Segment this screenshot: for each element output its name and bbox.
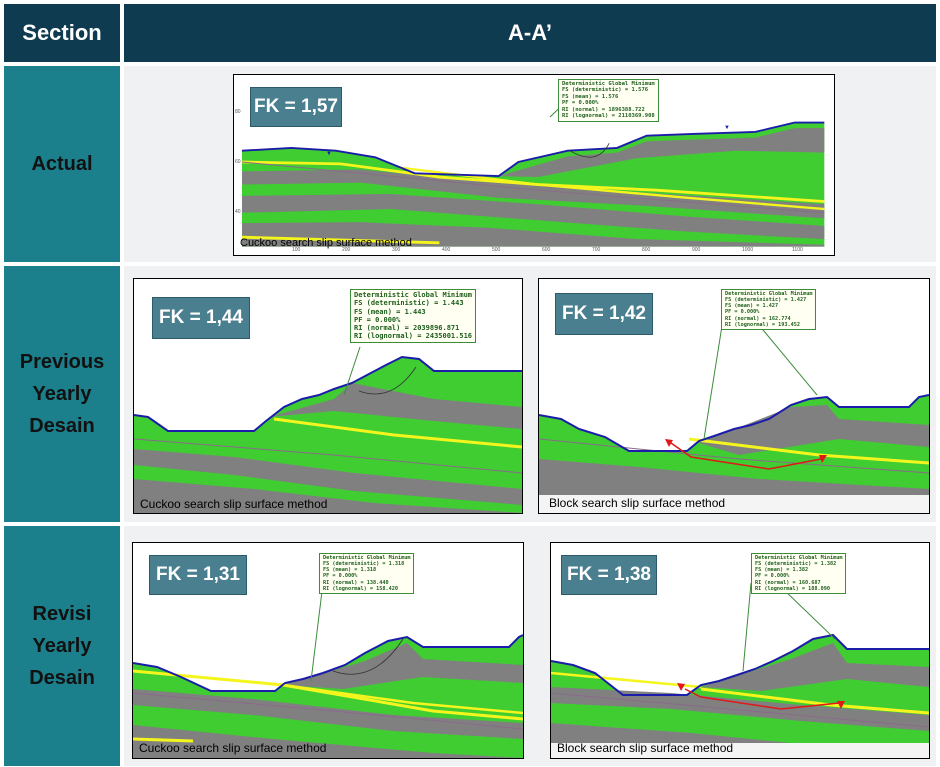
info-line: FS (mean) = 1.576 xyxy=(562,93,619,100)
fk-value-box: FK = 1,31 xyxy=(149,555,247,595)
info-line: RI (normal) = 162.774 xyxy=(725,315,791,322)
row-label-line: Revisi xyxy=(32,603,92,625)
info-line: RI (lognormal) = 188.090 xyxy=(755,585,830,592)
info-line: FS (deterministic) = 1.427 xyxy=(725,297,807,304)
row-label-line: Previous xyxy=(19,351,105,373)
row-label-line: Desain xyxy=(29,667,95,689)
slope-panel-previous-cuckoo: FK = 1,44 Deterministic Global Minimum F… xyxy=(133,278,523,514)
method-label: Block search slip surface method xyxy=(549,496,726,510)
fs-info-box: Deterministic Global Minimum FS (determi… xyxy=(558,79,659,122)
fk-value-box: FK = 1,38 xyxy=(561,555,657,595)
slope-panel-revisi-block: FK = 1,38 Deterministic Global Minimum F… xyxy=(550,542,930,759)
info-line: Deterministic Global Minimum xyxy=(725,291,813,297)
info-line: PF = 0.000% xyxy=(354,315,401,324)
x-tick: 100 xyxy=(292,247,301,253)
info-line: PF = 0.000% xyxy=(323,573,358,580)
info-line: FS (deterministic) = 1.318 xyxy=(323,561,405,568)
info-line: RI (lognormal) = 2435001.516 xyxy=(354,332,473,341)
info-line: RI (lognormal) = 193.452 xyxy=(725,321,800,328)
x-tick: 300 xyxy=(392,247,401,253)
row-label-line: Actual xyxy=(31,153,93,175)
method-label: Block search slip surface method xyxy=(557,741,734,755)
row-label-previous: Previous Yearly Desain xyxy=(4,266,120,522)
row-label-actual: Actual xyxy=(4,66,120,262)
info-line: PF = 0.000% xyxy=(725,309,760,316)
info-line: PF = 0.000% xyxy=(562,100,599,107)
section-header: Section xyxy=(4,4,120,62)
svg-text:▼: ▼ xyxy=(724,125,730,131)
info-line: FS (deterministic) = 1.382 xyxy=(755,561,837,568)
info-line: Deterministic Global Minimum xyxy=(323,555,411,561)
fk-value-box: FK = 1,57 xyxy=(250,87,342,127)
aa-header-label: A-A’ xyxy=(508,20,552,45)
x-tick: 200 xyxy=(342,247,351,253)
fk-value: FK = 1,31 xyxy=(156,564,240,585)
info-line: RI (normal) = 1896388.722 xyxy=(562,106,645,113)
fs-info-box: Deterministic Global Minimum FS (determi… xyxy=(319,553,415,594)
y-tick: 40 xyxy=(235,209,241,215)
info-line: PF = 0.000% xyxy=(755,573,790,580)
fk-value: FK = 1,42 xyxy=(562,303,646,324)
info-line: RI (lognormal) = 158.420 xyxy=(323,585,398,592)
fk-value: FK = 1,57 xyxy=(254,96,338,117)
info-line: FS (deterministic) = 1.576 xyxy=(562,87,649,94)
info-line: Deterministic Global Minimum xyxy=(562,81,655,87)
x-tick: 1100 xyxy=(792,247,803,253)
fk-value-box: FK = 1,42 xyxy=(555,293,653,335)
slope-panel-revisi-cuckoo: FK = 1,31 Deterministic Global Minimum F… xyxy=(132,542,524,759)
x-tick: 700 xyxy=(592,247,601,253)
svg-text:▼: ▼ xyxy=(326,151,332,157)
fk-value-box: FK = 1,44 xyxy=(152,297,250,339)
info-line: FS (mean) = 1.318 xyxy=(323,567,377,574)
x-tick: 400 xyxy=(442,247,451,253)
fk-value: FK = 1,44 xyxy=(159,307,243,328)
method-label: Cuckoo search slip surface method xyxy=(140,497,328,511)
info-line: RI (normal) = 138.440 xyxy=(323,579,389,586)
x-tick: 900 xyxy=(692,247,701,253)
row-label-line: Yearly xyxy=(32,635,92,657)
info-line: FS (mean) = 1.382 xyxy=(755,567,809,574)
x-tick: 500 xyxy=(492,247,501,253)
fk-value: FK = 1,38 xyxy=(567,564,651,585)
info-line: FS (mean) = 1.443 xyxy=(354,307,426,316)
slope-section-diagram: ▼ ▼ 100 200 300 400 500 600 700 800 900 … xyxy=(234,75,834,255)
slope-panel-actual: ▼ ▼ 100 200 300 400 500 600 700 800 900 … xyxy=(233,74,835,256)
method-label: Cuckoo search slip surface method xyxy=(240,237,412,249)
method-label: Cuckoo search slip surface method xyxy=(139,741,327,755)
x-tick: 1000 xyxy=(742,247,753,253)
row-label-revisi: Revisi Yearly Desain xyxy=(4,526,120,766)
y-tick: 60 xyxy=(235,159,241,165)
info-line: Deterministic Global Minimum xyxy=(755,555,843,561)
fs-info-box: Deterministic Global Minimum FS (determi… xyxy=(721,289,817,330)
x-tick: 800 xyxy=(642,247,651,253)
info-line: Deterministic Global Minimum xyxy=(354,291,473,299)
info-line: FS (deterministic) = 1.443 xyxy=(354,299,464,308)
row-label-line: Yearly xyxy=(32,383,92,405)
x-tick: 600 xyxy=(542,247,551,253)
info-line: RI (normal) = 160.687 xyxy=(755,579,821,586)
info-line: RI (lognormal) = 2110369.908 xyxy=(562,113,655,120)
info-line: RI (normal) = 2039896.871 xyxy=(354,324,460,332)
fs-info-box: Deterministic Global Minimum FS (determi… xyxy=(751,553,847,594)
slope-panel-previous-block: FK = 1,42 Deterministic Global Minimum F… xyxy=(538,278,930,514)
aa-header: A-A’ xyxy=(124,4,936,62)
row-label-line: Desain xyxy=(29,415,95,437)
slope-section-diagram xyxy=(551,543,929,758)
info-line: FS (mean) = 1.427 xyxy=(725,303,779,310)
fs-info-box: Deterministic Global Minimum FS (determi… xyxy=(350,289,477,343)
y-tick: 80 xyxy=(235,109,241,115)
section-header-label: Section xyxy=(22,20,102,45)
